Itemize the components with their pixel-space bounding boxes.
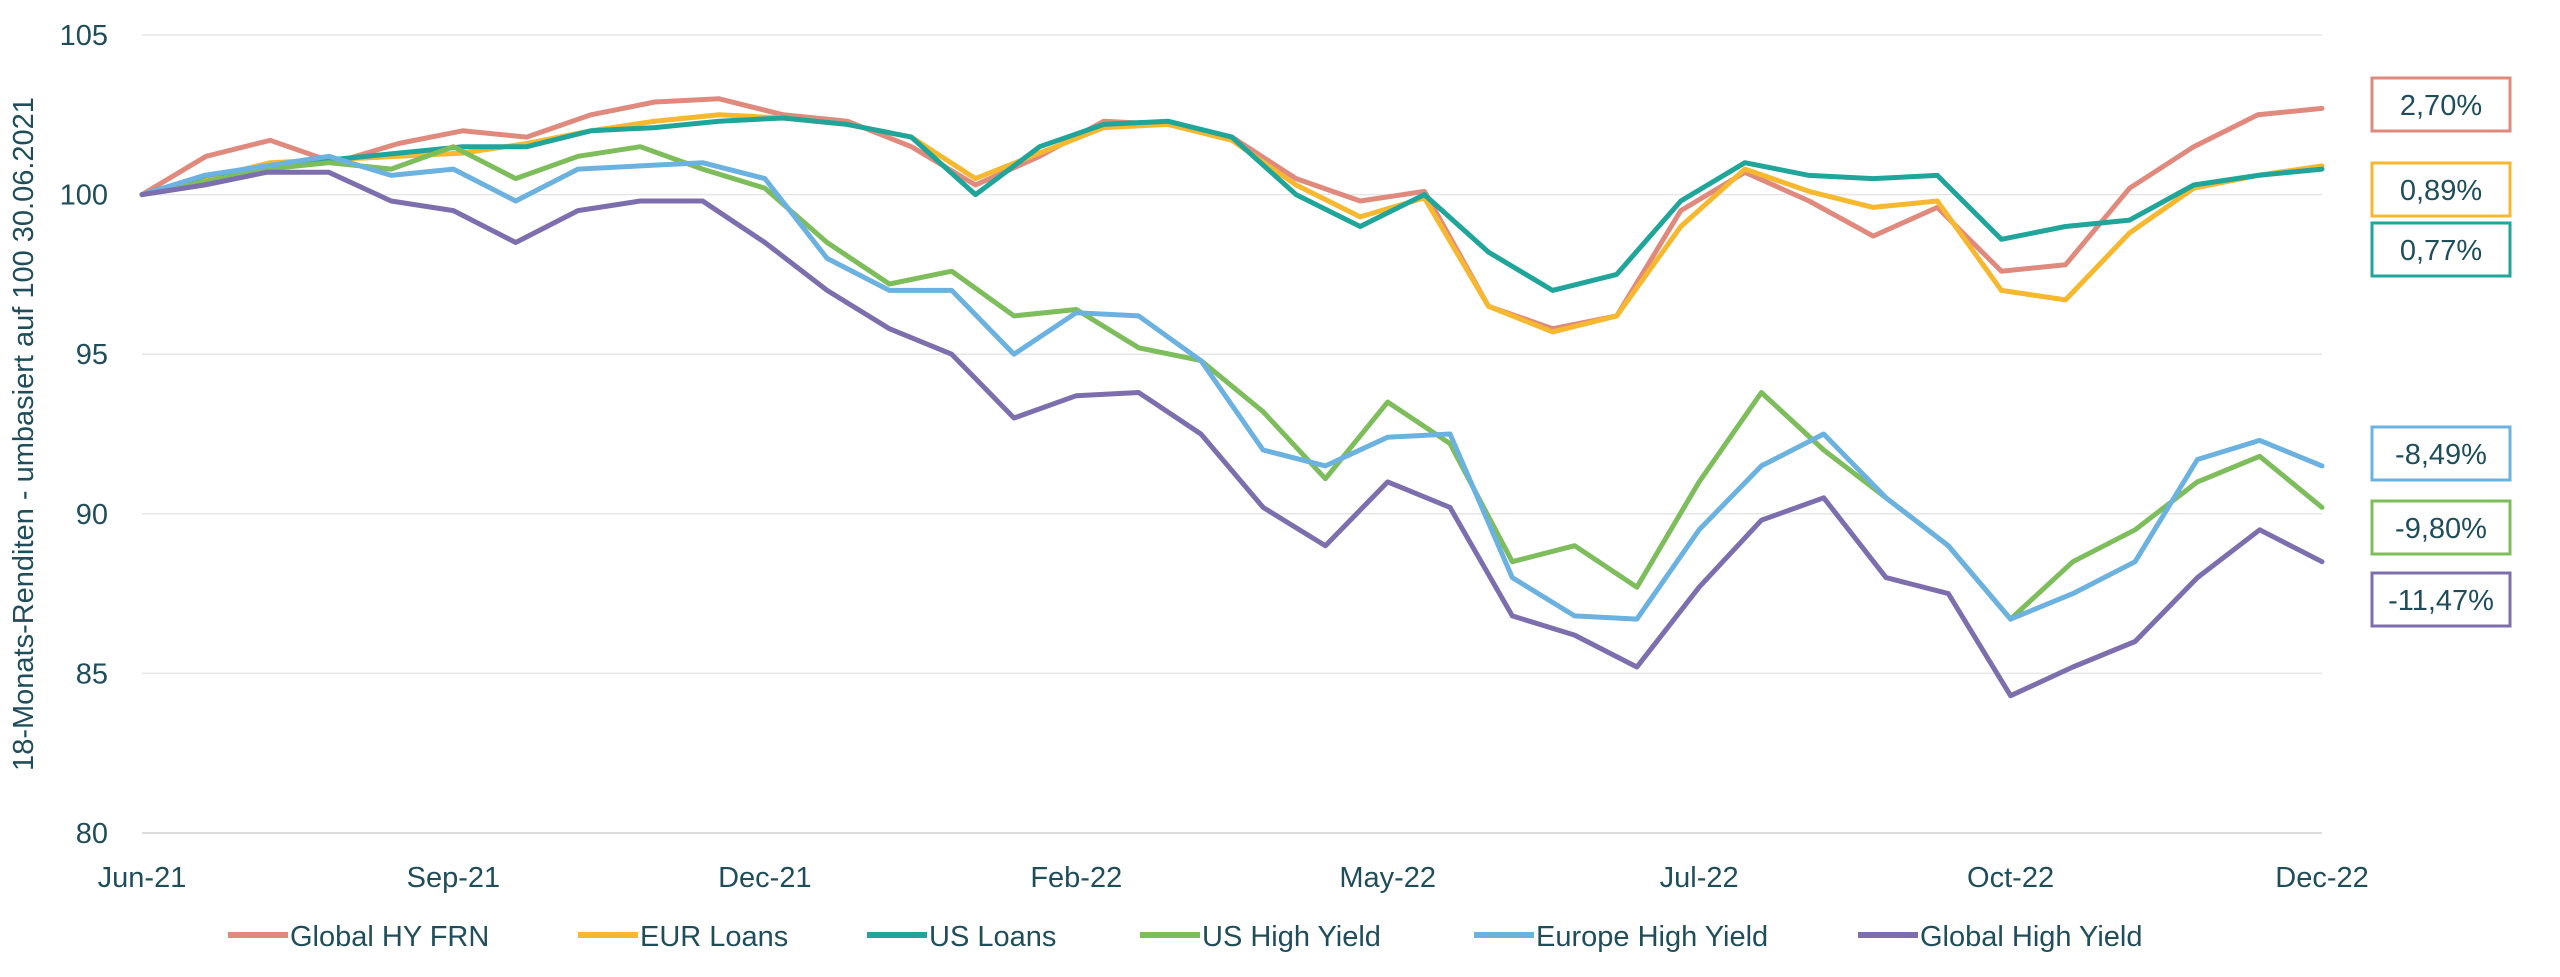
y-tick-label: 100 bbox=[60, 180, 108, 212]
legend: Global HY FRN EUR Loans US Loans US High Yi… bbox=[228, 921, 2142, 953]
legend-label: Global High Yield bbox=[1920, 921, 2142, 953]
x-tick-label: Oct-22 bbox=[1967, 862, 2054, 894]
end-value-box bbox=[2370, 76, 2512, 133]
end-value-boxes: 2,70% 0,89% 0,77% -8,49% -9,80% -11,47% bbox=[2370, 76, 2512, 628]
legend-label: US Loans bbox=[929, 921, 1056, 953]
series-lines bbox=[139, 96, 2325, 699]
x-tick-label: Sep-21 bbox=[407, 862, 501, 894]
series-line-global-high-yield bbox=[139, 169, 2325, 699]
x-tick-label: Dec-21 bbox=[718, 862, 812, 894]
y-axis-label: 18-Monats-Renditen - umbasiert auf 100 3… bbox=[8, 97, 40, 771]
legend-label: US High Yield bbox=[1202, 921, 1381, 953]
end-value-label: 0,77% bbox=[2400, 235, 2482, 267]
end-value-label: -8,49% bbox=[2395, 439, 2487, 471]
series-line-us-loans bbox=[139, 115, 2325, 293]
end-value-label: -9,80% bbox=[2395, 513, 2487, 545]
x-tick-label: Jul-22 bbox=[1660, 862, 1739, 894]
end-value-box bbox=[2370, 571, 2512, 628]
legend-label: EUR Loans bbox=[640, 921, 788, 953]
end-value-box bbox=[2370, 161, 2512, 218]
x-tick-label: Jun-21 bbox=[98, 862, 187, 894]
end-value-box bbox=[2370, 425, 2512, 482]
legend-label: Europe High Yield bbox=[1536, 921, 1768, 953]
x-axis-ticks: Jun-21 Sep-21 Dec-21 Feb-22 May-22 Jul-22 Oct-… bbox=[98, 862, 2369, 894]
series-line-europe-high-yield bbox=[139, 153, 2325, 622]
y-tick-label: 95 bbox=[76, 339, 108, 371]
y-tick-label: 90 bbox=[76, 499, 108, 531]
y-tick-label: 105 bbox=[60, 20, 108, 52]
y-axis-ticks: 80 85 90 95 100 105 bbox=[60, 20, 108, 850]
series-line-global-hy-frn bbox=[139, 96, 2325, 332]
end-value-box bbox=[2370, 221, 2512, 278]
legend-label: Global HY FRN bbox=[290, 921, 489, 953]
y-tick-label: 85 bbox=[76, 658, 108, 690]
x-tick-label: May-22 bbox=[1339, 862, 1436, 894]
end-value-box bbox=[2370, 499, 2512, 556]
x-tick-label: Dec-22 bbox=[2275, 862, 2369, 894]
end-value-label: 0,89% bbox=[2400, 175, 2482, 207]
end-value-label: -11,47% bbox=[2388, 585, 2494, 617]
x-tick-label: Feb-22 bbox=[1030, 862, 1122, 894]
end-value-label: 2,70% bbox=[2400, 90, 2482, 122]
y-tick-label: 80 bbox=[76, 818, 108, 850]
